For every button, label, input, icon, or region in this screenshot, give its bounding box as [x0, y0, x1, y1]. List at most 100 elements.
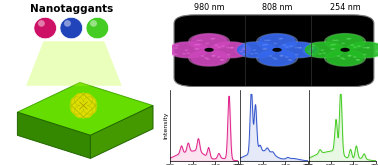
- Circle shape: [318, 53, 322, 55]
- Circle shape: [184, 49, 188, 51]
- Circle shape: [217, 46, 221, 48]
- Polygon shape: [280, 43, 317, 57]
- Polygon shape: [327, 34, 363, 49]
- Circle shape: [356, 59, 360, 61]
- Text: 254 nm: 254 nm: [330, 3, 360, 12]
- Circle shape: [353, 56, 356, 58]
- Circle shape: [342, 58, 346, 60]
- Circle shape: [307, 51, 311, 52]
- Circle shape: [186, 52, 190, 54]
- Circle shape: [194, 44, 198, 46]
- Polygon shape: [303, 42, 344, 58]
- Circle shape: [220, 59, 223, 61]
- Circle shape: [205, 43, 209, 44]
- Circle shape: [288, 59, 291, 61]
- Circle shape: [175, 45, 179, 46]
- Circle shape: [347, 55, 352, 57]
- Polygon shape: [74, 94, 97, 117]
- Circle shape: [332, 40, 336, 41]
- Polygon shape: [259, 34, 295, 49]
- Circle shape: [282, 44, 286, 46]
- Circle shape: [174, 47, 178, 49]
- Circle shape: [242, 53, 245, 55]
- Circle shape: [262, 44, 266, 46]
- Circle shape: [310, 47, 314, 49]
- Circle shape: [310, 53, 313, 55]
- Polygon shape: [17, 112, 90, 158]
- Polygon shape: [210, 42, 251, 58]
- Circle shape: [289, 45, 293, 47]
- Circle shape: [333, 44, 336, 45]
- Circle shape: [196, 40, 200, 41]
- Circle shape: [273, 48, 282, 52]
- Polygon shape: [325, 33, 366, 50]
- Circle shape: [357, 45, 361, 47]
- Polygon shape: [257, 50, 297, 66]
- Circle shape: [288, 59, 293, 61]
- Circle shape: [254, 52, 258, 54]
- Circle shape: [204, 57, 208, 59]
- Circle shape: [201, 55, 204, 57]
- Circle shape: [196, 48, 200, 50]
- Circle shape: [199, 40, 203, 41]
- Polygon shape: [70, 94, 93, 117]
- Circle shape: [221, 45, 225, 47]
- Circle shape: [243, 45, 247, 46]
- Circle shape: [90, 20, 97, 27]
- Polygon shape: [327, 51, 363, 65]
- Circle shape: [353, 46, 357, 48]
- Circle shape: [210, 38, 214, 40]
- Circle shape: [278, 38, 282, 40]
- Polygon shape: [189, 50, 229, 66]
- Circle shape: [366, 47, 370, 49]
- Circle shape: [34, 17, 57, 39]
- Circle shape: [60, 17, 82, 39]
- Circle shape: [272, 57, 276, 59]
- Circle shape: [335, 40, 339, 41]
- Circle shape: [182, 53, 186, 55]
- Circle shape: [330, 44, 334, 46]
- Circle shape: [174, 53, 177, 55]
- Circle shape: [310, 49, 313, 50]
- Circle shape: [356, 59, 359, 61]
- Circle shape: [38, 20, 45, 27]
- Polygon shape: [191, 34, 227, 49]
- Polygon shape: [212, 43, 249, 57]
- Polygon shape: [71, 97, 96, 118]
- Y-axis label: Intensity: Intensity: [163, 112, 168, 139]
- Circle shape: [321, 49, 324, 51]
- Circle shape: [253, 49, 256, 51]
- Polygon shape: [237, 43, 274, 57]
- Circle shape: [220, 59, 225, 61]
- Polygon shape: [17, 82, 153, 135]
- Circle shape: [377, 49, 378, 50]
- Circle shape: [330, 48, 334, 50]
- Text: 808 nm: 808 nm: [262, 3, 292, 12]
- Circle shape: [262, 48, 266, 50]
- Circle shape: [341, 43, 345, 44]
- Polygon shape: [235, 42, 276, 58]
- Polygon shape: [346, 42, 378, 58]
- Polygon shape: [278, 42, 319, 58]
- Polygon shape: [90, 106, 153, 158]
- Circle shape: [285, 46, 289, 48]
- Polygon shape: [191, 51, 227, 65]
- Circle shape: [280, 55, 284, 57]
- Circle shape: [269, 55, 273, 57]
- Circle shape: [212, 38, 215, 39]
- Polygon shape: [189, 33, 229, 50]
- Circle shape: [226, 47, 230, 49]
- Polygon shape: [257, 33, 297, 50]
- Circle shape: [332, 48, 336, 50]
- Circle shape: [64, 20, 71, 27]
- Circle shape: [204, 48, 214, 52]
- FancyBboxPatch shape: [174, 15, 374, 87]
- Circle shape: [194, 48, 198, 50]
- Polygon shape: [71, 93, 96, 114]
- Circle shape: [273, 43, 277, 44]
- Circle shape: [280, 38, 284, 39]
- Polygon shape: [259, 51, 295, 65]
- Circle shape: [263, 48, 268, 50]
- Circle shape: [250, 53, 254, 55]
- Circle shape: [294, 47, 298, 49]
